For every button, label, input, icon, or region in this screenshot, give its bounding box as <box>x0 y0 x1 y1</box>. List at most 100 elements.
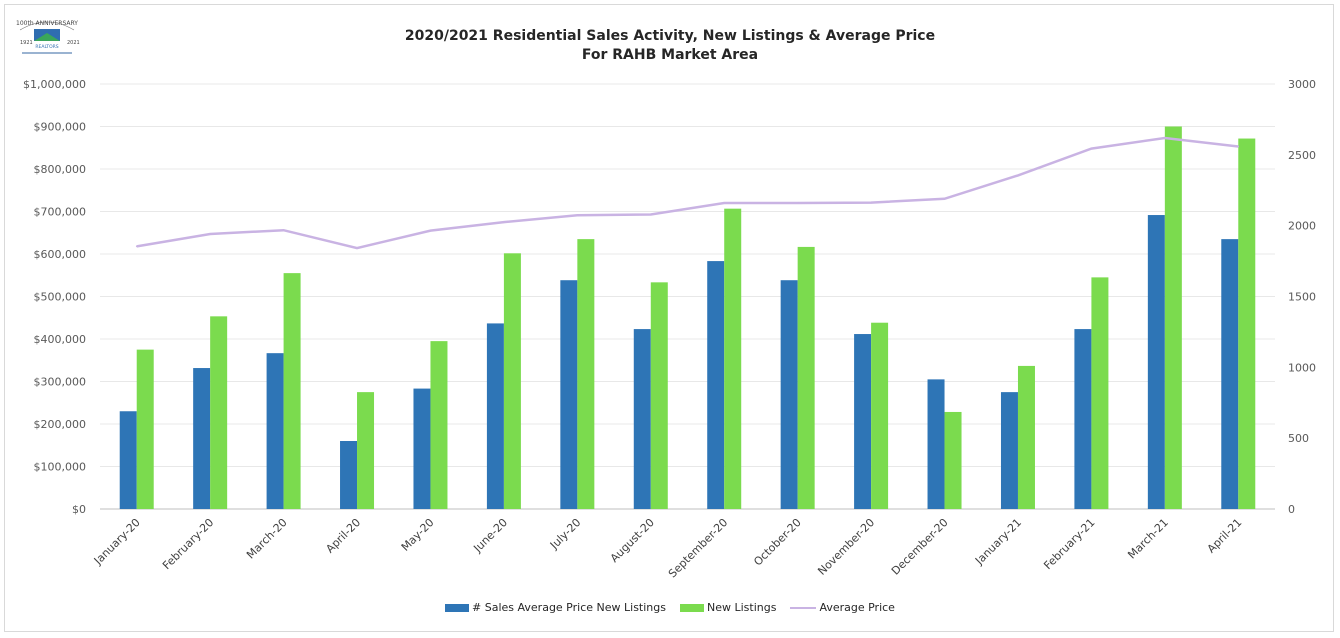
legend-item-listings: New Listings <box>679 601 777 614</box>
legend-swatch-price <box>790 606 817 609</box>
point-average-price <box>723 202 726 204</box>
point-average-price <box>429 229 432 232</box>
bar-sales <box>780 280 798 509</box>
line-average-price <box>136 136 1239 250</box>
y-left-tick-label: $500,000 <box>34 291 87 304</box>
legend-item-sales: # Sales Average Price New Listings <box>445 601 666 614</box>
svg-text:1921: 1921 <box>20 40 33 46</box>
bar-sales <box>1074 329 1092 509</box>
y-left-tick-label: $1,000,000 <box>23 78 86 91</box>
y-left-tick-label: $800,000 <box>34 163 87 176</box>
bar-new-listings <box>577 239 595 509</box>
chart-plot: $0 $100,000 $200,000 $300,000 $400,000 $500,0… <box>23 78 1316 580</box>
x-tick-label: January-21 <box>972 516 1024 568</box>
point-average-price <box>649 213 652 216</box>
x-tick-label: April-20 <box>323 516 363 556</box>
bar-new-listings <box>430 341 448 509</box>
bar-new-listings <box>944 411 962 509</box>
point-average-price <box>282 229 285 231</box>
x-tick-label: February-21 <box>1041 516 1097 572</box>
bar-sales <box>927 379 945 509</box>
point-average-price <box>870 201 872 204</box>
y-right-tick-label: 2500 <box>1288 149 1316 162</box>
point-average-price <box>135 245 138 248</box>
x-tick-label: February-20 <box>160 516 216 572</box>
x-tick-label: December-20 <box>889 516 951 578</box>
y-right-tick-label: 0 <box>1288 503 1295 516</box>
chart-legend: # Sales Average Price New Listings New L… <box>0 601 1340 614</box>
x-tick-label: July-20 <box>547 516 583 552</box>
point-average-price <box>209 233 211 235</box>
legend-swatch-sales <box>445 603 470 612</box>
bar-new-listings <box>503 253 521 509</box>
y-left-tick-label: $300,000 <box>34 376 87 389</box>
point-average-price <box>1164 137 1166 139</box>
point-average-price <box>356 247 358 249</box>
bar-sales <box>266 353 284 509</box>
bar-new-listings <box>650 282 668 509</box>
anniversary-logo: 100th ANNIVERSARY 1921 2021 REALTORS <box>12 14 82 62</box>
y-left-tick-label: $200,000 <box>34 418 87 431</box>
x-tick-label: September-20 <box>666 516 730 580</box>
x-tick-label: November-20 <box>815 516 877 578</box>
bar-sales <box>707 261 725 509</box>
bar-sales <box>1221 239 1239 509</box>
svg-text:2021: 2021 <box>67 40 80 46</box>
point-average-price <box>576 214 579 217</box>
x-tick-label: May-20 <box>399 516 437 554</box>
bar-new-listings <box>1238 138 1256 509</box>
bar-new-listings <box>724 208 742 509</box>
bar-sales <box>340 441 358 509</box>
chart-title-line-2: For RAHB Market Area <box>581 47 759 63</box>
x-tick-label: April-21 <box>1205 516 1245 556</box>
bar-sales <box>486 323 504 509</box>
y-left-tick-label: $900,000 <box>34 121 87 134</box>
chart-title-line-1: 2020/2021 Residential Sales Activity, Ne… <box>404 28 936 44</box>
svg-text:REALTORS: REALTORS <box>35 44 58 50</box>
bar-sales <box>193 368 211 509</box>
point-average-price <box>1017 174 1019 177</box>
y-right-tick-label: 500 <box>1288 432 1309 445</box>
point-average-price <box>943 197 946 200</box>
bar-sales <box>1000 392 1018 509</box>
legend-label-listings: New Listings <box>706 601 777 614</box>
x-tick-label: January-20 <box>91 516 143 568</box>
bar-new-listings <box>210 316 228 509</box>
legend-label-price: Average Price <box>819 601 895 614</box>
legend-swatch-listings <box>679 603 704 612</box>
bar-new-listings <box>871 322 889 509</box>
bar-new-listings <box>136 349 154 509</box>
x-tick-label: March-21 <box>1125 516 1171 562</box>
point-average-price <box>1237 145 1240 148</box>
bar-new-listings <box>357 392 375 509</box>
bar-sales <box>1147 215 1165 509</box>
bar-new-listings <box>797 246 815 509</box>
y-left-tick-label: $700,000 <box>34 206 87 219</box>
bar-sales <box>560 280 578 509</box>
bar-new-listings <box>1091 277 1109 509</box>
legend-item-price: Average Price <box>790 601 895 614</box>
bar-sales <box>633 329 651 509</box>
bar-new-listings <box>1017 365 1035 509</box>
point-average-price <box>1090 147 1093 150</box>
x-tick-label: June-20 <box>470 516 510 556</box>
svg-text:100th ANNIVERSARY: 100th ANNIVERSARY <box>16 20 78 27</box>
bar-new-listings <box>1164 126 1182 509</box>
y-left-tick-label: $600,000 <box>34 248 87 261</box>
chart-title: 2020/2021 Residential Sales Activity, Ne… <box>0 27 1340 65</box>
x-tick-label: October-20 <box>751 516 804 569</box>
y-left-tick-label: $0 <box>72 503 86 516</box>
y-right-tick-label: 1500 <box>1288 291 1316 304</box>
y-right-tick-label: 3000 <box>1288 78 1316 91</box>
legend-label-sales: # Sales Average Price New Listings <box>472 601 666 614</box>
x-tick-label: August-20 <box>608 516 657 565</box>
x-tick-label: March-20 <box>244 516 290 562</box>
point-average-price <box>503 221 505 223</box>
bar-new-listings <box>283 273 301 509</box>
point-average-price <box>796 202 799 204</box>
y-right-tick-label: 1000 <box>1288 361 1316 374</box>
y-left-tick-label: $100,000 <box>34 461 87 474</box>
bar-sales <box>413 388 431 509</box>
y-left-tick-label: $400,000 <box>34 333 87 346</box>
y-right-tick-label: 2000 <box>1288 220 1316 233</box>
